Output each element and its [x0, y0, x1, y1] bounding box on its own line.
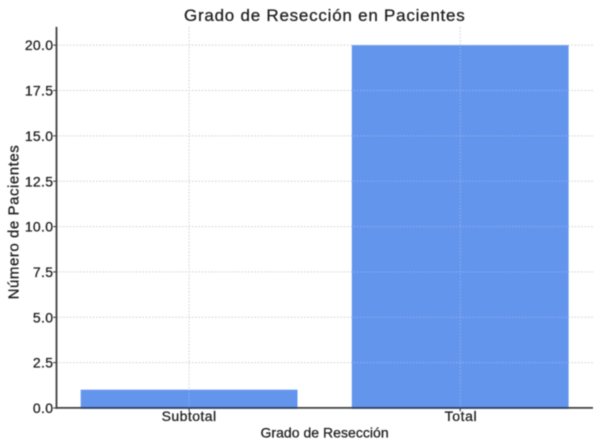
svg-text:20.0: 20.0: [25, 37, 53, 53]
svg-text:5.0: 5.0: [33, 309, 53, 325]
svg-text:15.0: 15.0: [25, 128, 53, 144]
svg-text:0.0: 0.0: [33, 400, 53, 416]
svg-text:Grado de Resección en Paciente: Grado de Resección en Pacientes: [184, 6, 466, 25]
svg-text:7.5: 7.5: [33, 264, 53, 280]
svg-text:Total: Total: [445, 408, 478, 424]
svg-text:Número de Pacientes: Número de Pacientes: [6, 145, 23, 300]
svg-text:10.0: 10.0: [25, 219, 53, 235]
svg-text:Grado de Resección: Grado de Resección: [261, 425, 389, 441]
svg-text:12.5: 12.5: [25, 173, 53, 189]
svg-text:17.5: 17.5: [25, 83, 53, 99]
svg-text:Subtotal: Subtotal: [162, 408, 217, 424]
svg-text:2.5: 2.5: [33, 355, 53, 371]
